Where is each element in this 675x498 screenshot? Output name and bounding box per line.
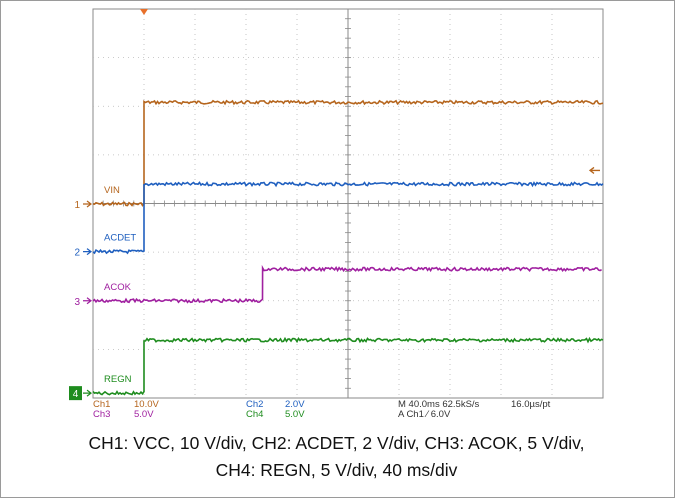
trigger-position-icon	[140, 9, 148, 15]
trace-labels: VIN ACDET ACOK REGN	[104, 185, 136, 385]
readout-ch2-scale: 2.0V	[285, 399, 305, 410]
graticule	[92, 8, 604, 399]
trace-label-vin: VIN	[104, 185, 120, 196]
channel-arrow-icon	[83, 200, 92, 208]
readout-ch2: Ch2	[246, 399, 263, 410]
channel-marker-3: 3	[74, 297, 80, 308]
channel-arrow-icon	[83, 248, 92, 256]
channel-marker-1: 1	[74, 200, 80, 211]
traces	[92, 99, 604, 396]
trace-vin	[92, 99, 604, 207]
readout-ch1-scale: 10.0V	[134, 399, 159, 410]
trigger-level-arrow-icon	[588, 166, 600, 174]
readout-ch4-scale: 5.0V	[285, 409, 305, 420]
figure-caption: CH1: VCC, 10 V/div, CH2: ACDET, 2 V/div,…	[0, 430, 673, 484]
readout: Ch1 10.0V Ch3 5.0V Ch2 2.0V Ch4 5.0V M 4…	[93, 399, 551, 420]
trace-label-acok: ACOK	[104, 282, 132, 293]
trace-label-regn: REGN	[104, 374, 132, 385]
caption-line-2: CH4: REGN, 5 V/div, 40 ms/div	[215, 460, 458, 480]
trace-acdet	[92, 181, 604, 255]
oscilloscope-screen: VIN ACDET ACOK REGN 1 2 3 4 Ch1 10.0V Ch3 5.0V…	[69, 8, 604, 420]
channel-marker-4: 4	[73, 389, 79, 400]
channel-markers: 1 2 3 4	[69, 9, 600, 401]
channel-arrow-icon	[83, 297, 92, 305]
readout-resolution: 16.0µs/pt	[511, 399, 551, 410]
trace-acok	[92, 264, 602, 304]
readout-ch3: Ch3	[93, 409, 110, 420]
readout-trigger: A Ch1 ∕ 6.0V	[398, 409, 451, 420]
readout-timebase: M 40.0ms 62.5kS/s	[398, 399, 480, 410]
trace-label-acdet: ACDET	[104, 233, 136, 244]
channel-marker-2: 2	[74, 248, 80, 259]
caption-line-1: CH1: VCC, 10 V/div, CH2: ACDET, 2 V/div,…	[88, 433, 585, 453]
readout-ch4: Ch4	[246, 409, 263, 420]
channel-arrow-icon	[83, 389, 92, 397]
channel-4-marker-box	[69, 386, 82, 401]
trace-regn	[92, 336, 604, 396]
readout-ch3-scale: 5.0V	[134, 409, 154, 420]
readout-ch1: Ch1	[93, 399, 110, 410]
